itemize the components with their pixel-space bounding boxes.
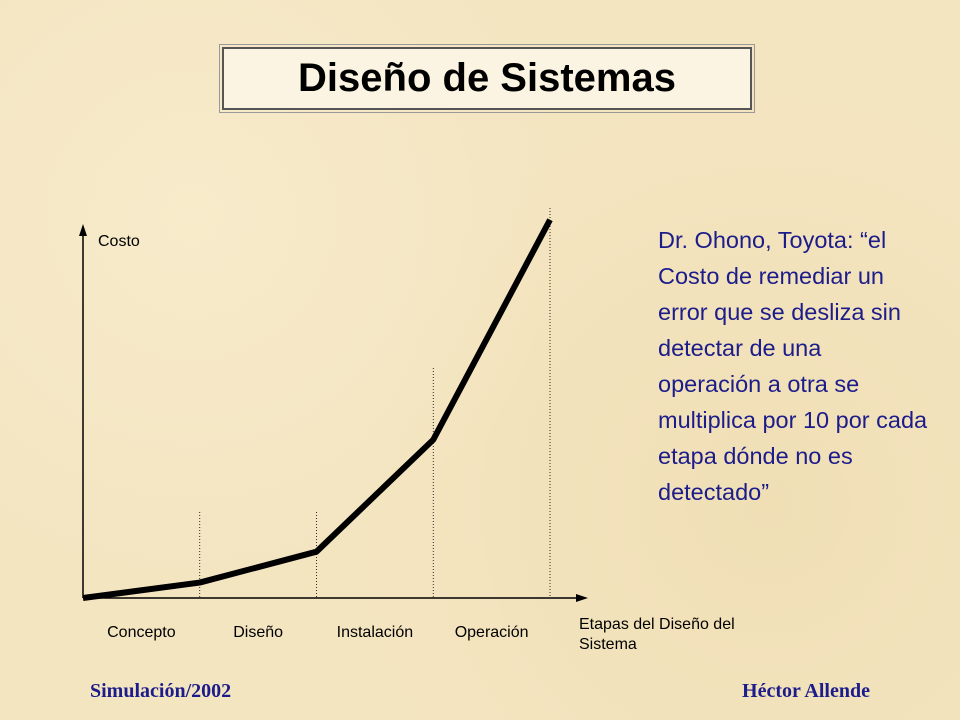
x-axis-label: Etapas del Diseño del Sistema	[579, 616, 735, 653]
x-tick-label: Concepto	[107, 624, 176, 641]
x-axis-arrow	[576, 594, 588, 602]
x-tick-label: Instalación	[337, 624, 414, 641]
footer-right: Héctor Allende	[742, 680, 870, 702]
cost-line	[82, 218, 553, 601]
y-axis-label: Costo	[98, 233, 140, 250]
slide-title: Diseño de Sistemas	[219, 44, 755, 113]
x-tick-label: Diseño	[233, 624, 283, 641]
quote: Dr. Ohono, Toyota: “el Costo de remediar…	[658, 227, 928, 505]
footer-left: Simulación/2002	[90, 680, 232, 702]
y-axis-arrow	[79, 224, 87, 236]
x-tick-label: Operación	[455, 624, 529, 641]
